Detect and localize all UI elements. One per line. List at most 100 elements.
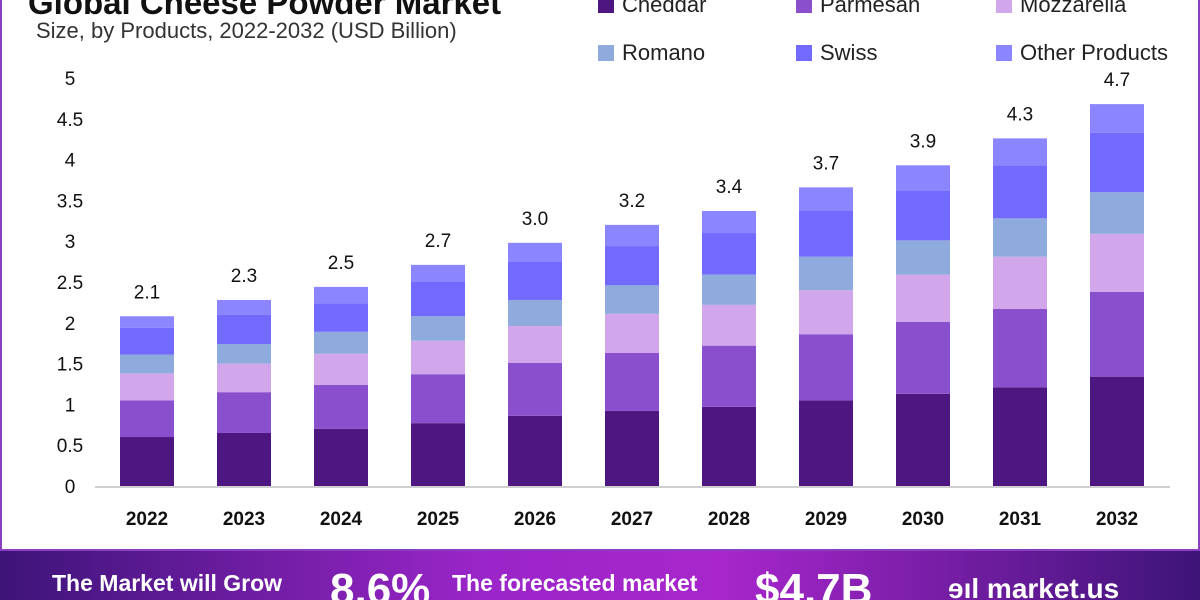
total-data-label: 3.0 [522,209,548,230]
bar-segment-romano [896,240,950,275]
total-data-label: 4.7 [1104,70,1130,91]
logo-icon: ɘıl [948,573,987,600]
chart-subtitle: Size, by Products, 2022-2032 (USD Billio… [36,18,457,43]
legend-item: Swiss [796,40,877,66]
bar-segment-parmesan [1090,291,1144,377]
brand-logo: ɘıl market.us [948,573,1119,600]
bar-segment-swiss [702,233,756,275]
legend-swatch [598,0,614,13]
cagr-value: 8.6% [330,565,431,600]
legend-swatch [796,0,812,13]
total-data-label: 2.5 [328,253,354,274]
bar-segment-parmesan [411,374,465,424]
x-tick-label: 2025 [417,509,460,530]
bar-segment-cheddar [314,428,368,486]
bar-segment-other-products [508,242,562,262]
y-tick-label: 5 [65,69,76,90]
bar-segment-romano [799,256,853,291]
bar-segment-cheddar [1090,376,1144,486]
x-tick-label: 2030 [902,509,944,530]
y-tick-label: 2 [65,314,76,335]
bar-segment-mozzarella [314,353,368,385]
forecast-label: The forecasted market [452,570,698,596]
bar-segment-mozzarella [993,256,1047,309]
bar-segment-romano [1090,192,1144,234]
x-tick-label: 2023 [223,509,265,530]
brand-name: market.us [986,573,1120,600]
bar-segment-mozzarella [217,363,271,393]
forecast-value: $4.7B [755,565,873,600]
y-tick-label: 0.5 [57,436,83,457]
bar-segment-romano [702,274,756,305]
y-tick-label: 2.5 [57,273,83,294]
bar-segment-romano [605,285,659,314]
bar-segment-parmesan [993,308,1047,388]
bar-segment-romano [508,299,562,327]
bar-segment-cheddar [702,406,756,486]
total-data-label: 3.9 [910,131,936,152]
total-data-label: 4.3 [1007,104,1033,125]
bar-segment-cheddar [799,400,853,486]
legend-swatch [996,45,1012,61]
total-data-label: 2.3 [231,266,257,287]
bar-segment-cheddar [120,437,174,486]
x-tick-label: 2027 [611,509,653,530]
legend-item: Romano [598,40,705,66]
y-tick-label: 1.5 [57,355,83,376]
total-data-label: 3.2 [619,191,645,212]
legend-swatch [796,45,812,61]
bar-segment-swiss [217,314,271,345]
bar-segment-parmesan [702,345,756,407]
grow-label: The Market will Grow [52,570,283,596]
total-data-label: 3.7 [813,153,839,174]
bar-segment-romano [217,344,271,364]
bar-segment-swiss [1090,132,1144,193]
x-tick-label: 2026 [514,509,556,530]
y-tick-label: 4.5 [57,110,83,131]
bar-segment-cheddar [508,415,562,486]
bar-segment-other-products [411,264,465,282]
bar-segment-swiss [120,327,174,355]
x-tick-label: 2031 [999,509,1042,530]
legend-item: Other Products [996,40,1168,66]
legend-item: Mozzarella [996,0,1126,18]
bar-segment-other-products [314,286,368,304]
bar-segment-mozzarella [605,313,659,353]
bar-segment-swiss [411,282,465,317]
bar-segment-romano [314,331,368,354]
footer-banner: The Market will Grow 8.6% The forecasted… [0,551,1200,600]
bar-segment-romano [411,316,465,341]
x-tick-label: 2032 [1096,509,1138,530]
bar-segment-parmesan [217,392,271,433]
total-data-label: 3.4 [716,177,743,198]
bar-segment-other-products [1090,104,1144,133]
bar-segment-mozzarella [799,290,853,335]
bar-segment-parmesan [799,334,853,401]
bar-segment-romano [120,354,174,374]
bar-segment-parmesan [314,384,368,429]
bar-segment-swiss [508,261,562,300]
bar-segment-romano [993,218,1047,257]
stacked-bar-chart: 0 0.5 1 1.5 2 2.5 3 3.5 4 4.5 5 2.1 2022 2.3 2023 2.5 20… [57,69,1170,530]
legend-swatch [996,0,1012,13]
chart-title: Global Cheese Powder Market [28,0,502,21]
bar-segment-other-products [120,316,174,328]
bar-segment-mozzarella [1090,233,1144,292]
bar-segment-parmesan [120,400,174,438]
legend-label: Parmesan [820,0,921,17]
bar-segment-cheddar [605,410,659,486]
bar-segment-other-products [896,165,950,191]
y-tick-label: 3 [65,232,76,253]
bar-segment-other-products [702,211,756,234]
total-data-label: 2.1 [134,282,160,303]
bar-segment-mozzarella [702,304,756,346]
bar-segment-other-products [217,299,271,315]
x-tick-label: 2024 [320,509,363,530]
bar-segment-other-products [799,187,853,212]
legend-label: Swiss [820,40,878,65]
y-tick-label: 4 [65,151,76,172]
legend-label: Romano [622,40,706,65]
y-tick-label: 0 [65,477,76,498]
bar-segment-parmesan [896,321,950,394]
bar-segment-parmesan [605,352,659,411]
